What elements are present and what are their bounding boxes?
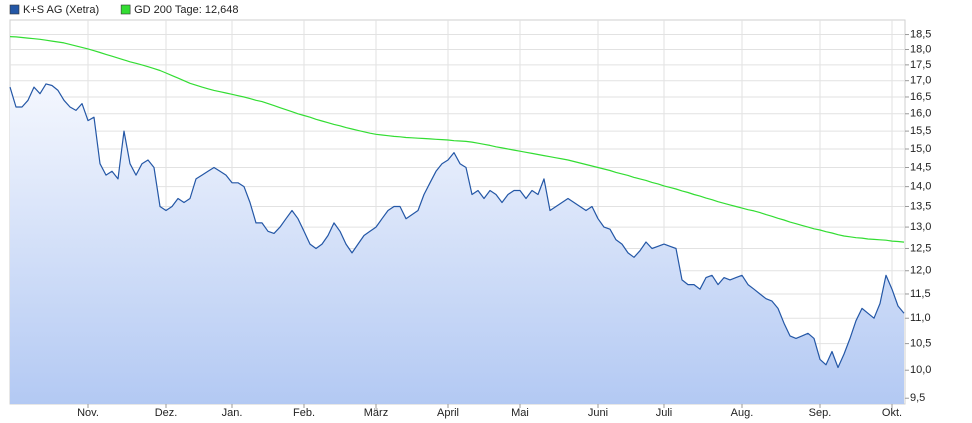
x-tick-label: März [364, 407, 388, 419]
x-tick-label: Juli [656, 407, 673, 419]
x-tick-label: Feb. [293, 407, 315, 419]
y-tick-label: 16,5 [910, 91, 931, 103]
y-tick-label: 13,0 [910, 221, 931, 233]
area [10, 83, 904, 405]
x-tick-label: Okt. [882, 407, 902, 419]
y-tick-label: 17,0 [910, 75, 931, 87]
legend-swatch [9, 4, 20, 15]
line [9, 83, 905, 369]
y-tick-label: 12,0 [910, 265, 931, 277]
legend-swatch [120, 4, 131, 15]
y-tick-label: 10,5 [910, 338, 931, 350]
line [9, 36, 905, 243]
y-tick-label: 14,5 [910, 161, 931, 173]
y-tick-label: 17,5 [910, 59, 931, 71]
x-tick-label: Nov. [77, 407, 99, 419]
x-tick-label: Aug. [731, 407, 754, 419]
y-tick-label: 10,0 [910, 364, 931, 376]
y-tick-label: 11,0 [910, 312, 931, 324]
x-tick-label: Mai [511, 407, 529, 419]
y-tick-label: 9,5 [910, 392, 925, 404]
x-tick-label: April [437, 407, 459, 419]
y-tick-label: 12,5 [910, 242, 931, 254]
x-tick-label: Dez. [155, 407, 178, 419]
y-tick-label: 14,0 [910, 181, 931, 193]
y-tick-label: 13,5 [910, 200, 931, 212]
x-tick-label: Sep. [809, 407, 832, 419]
x-tick-label: Juni [588, 407, 608, 419]
y-tick-label: 15,0 [910, 143, 931, 155]
y-tick-label: 18,5 [910, 28, 931, 40]
y-tick-label: 16,0 [910, 108, 931, 120]
y-tick-label: 18,0 [910, 43, 931, 55]
y-tick-label: 11,5 [910, 288, 931, 300]
y-tick-label: 15,5 [910, 125, 931, 137]
legend-label: GD 200 Tage: 12,648 [134, 4, 238, 16]
legend-label: K+S AG (Xetra) [23, 4, 99, 16]
x-tick-label: Jan. [222, 407, 243, 419]
